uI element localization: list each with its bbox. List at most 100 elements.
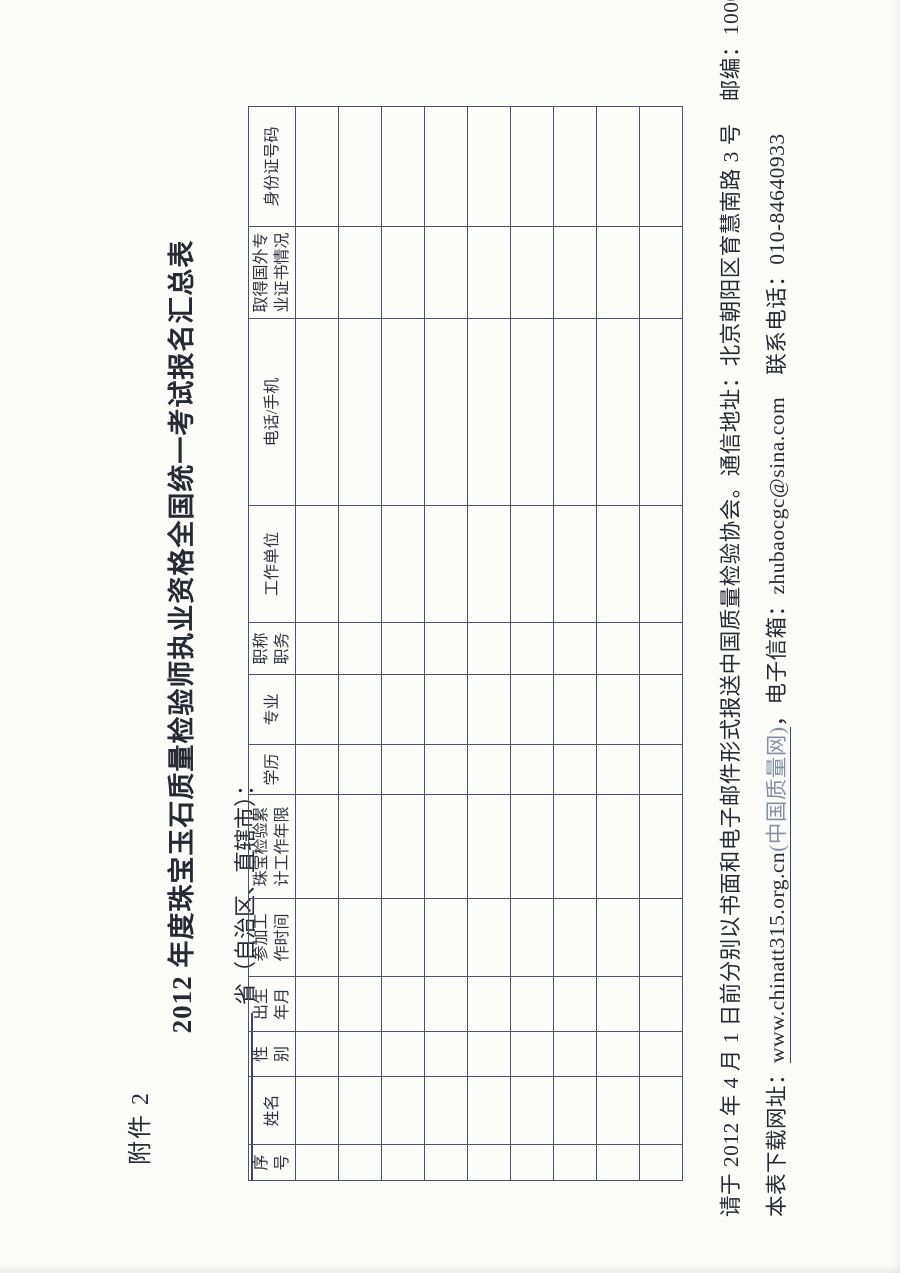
table-cell-education <box>553 744 597 795</box>
table-cell-phone-mobile <box>596 318 640 506</box>
table-cell-education <box>467 744 511 795</box>
table-cell-phone-mobile <box>381 318 425 506</box>
table-cell-work-unit <box>510 505 554 623</box>
table-cell-work-unit <box>295 505 339 623</box>
table-row <box>381 106 425 1181</box>
table-cell-gender <box>338 1031 382 1077</box>
table-cell-work-start-time <box>467 898 511 977</box>
table-cell-id-number <box>510 106 554 227</box>
table-cell-major <box>338 674 382 745</box>
table-cell-work-unit <box>381 505 425 623</box>
column-header-phone-mobile: 电话/手机 <box>248 318 296 506</box>
note-text-segment: ，电子信箱： <box>765 594 789 727</box>
table-cell-serial-number <box>338 1144 382 1181</box>
column-header-major: 专业 <box>248 674 296 745</box>
table-header-row: 序号姓名性别出生 年月 参加工 作时间 珠宝检验累 计工作年限 学历 专业 职称 职务 工作单位 电话… <box>248 106 296 1181</box>
table-cell-education <box>424 744 468 795</box>
table-cell-title-position <box>510 622 554 675</box>
column-header-serial-number: 序号 <box>248 1144 296 1181</box>
table-cell-id-number <box>596 106 640 227</box>
table-cell-work-start-time <box>381 898 425 977</box>
table-cell-name <box>639 1076 683 1145</box>
table-cell-jewelry-inspect-years <box>381 794 425 899</box>
table-cell-birth-date <box>424 976 468 1032</box>
note-download-contact-line: 本表下载网址：www.chinatt315.org.cn(中国质量网)，电子信箱… <box>762 57 792 1217</box>
table-cell-gender <box>639 1031 683 1077</box>
table-cell-id-number <box>467 106 511 227</box>
table-cell-major <box>639 674 683 745</box>
column-header-foreign-certificate: 取得国外专 业证书情况 <box>248 226 296 319</box>
table-cell-name <box>381 1076 425 1145</box>
table-row <box>553 106 597 1181</box>
table-cell-name <box>596 1076 640 1145</box>
table-cell-title-position <box>596 622 640 675</box>
table-cell-birth-date <box>639 976 683 1032</box>
column-header-title-position: 职称 职务 <box>248 622 296 675</box>
column-header-work-start-time: 参加工 作时间 <box>248 898 296 977</box>
site-name: (中国质量网) <box>765 726 791 852</box>
table-cell-serial-number <box>467 1144 511 1181</box>
table-cell-work-start-time <box>639 898 683 977</box>
download-url: www.chinatt315.org.cn <box>765 851 791 1063</box>
table-cell-work-start-time <box>510 898 554 977</box>
table-cell-foreign-certificate <box>424 226 468 319</box>
column-header-education: 学历 <box>248 744 296 795</box>
note-text-segment: zhubaocgc@sina.com <box>765 396 789 595</box>
column-header-jewelry-inspect-years: 珠宝检验累 计工作年限 <box>248 794 296 899</box>
table-cell-phone-mobile <box>295 318 339 506</box>
table-cell-work-unit <box>467 505 511 623</box>
table-cell-gender <box>467 1031 511 1077</box>
table-cell-phone-mobile <box>467 318 511 506</box>
table-cell-name <box>467 1076 511 1145</box>
table-cell-birth-date <box>338 976 382 1032</box>
table-cell-jewelry-inspect-years <box>639 794 683 899</box>
table-cell-major <box>510 674 554 745</box>
table-cell-foreign-certificate <box>639 226 683 319</box>
table-cell-phone-mobile <box>510 318 554 506</box>
table-cell-gender <box>381 1031 425 1077</box>
table-cell-birth-date <box>381 976 425 1032</box>
table-cell-gender <box>596 1031 640 1077</box>
table-cell-phone-mobile <box>553 318 597 506</box>
note-text-segment: 联系电话：010-84640933 <box>765 133 789 397</box>
table-cell-id-number <box>338 106 382 227</box>
table-cell-work-unit <box>338 505 382 623</box>
table-cell-major <box>596 674 640 745</box>
table-cell-major <box>295 674 339 745</box>
table-cell-birth-date <box>295 976 339 1032</box>
table-cell-name <box>553 1076 597 1145</box>
table-cell-birth-date <box>467 976 511 1032</box>
table-row <box>295 106 339 1181</box>
table-cell-phone-mobile <box>639 318 683 506</box>
footer-notes: 请于 2012 年 4 月 1 日前分别以书面和电子邮件形式报送中国质量检验协会… <box>716 0 808 1217</box>
table-cell-work-unit <box>639 505 683 623</box>
table-cell-title-position <box>639 622 683 675</box>
table-cell-education <box>381 744 425 795</box>
table-cell-gender <box>424 1031 468 1077</box>
table-cell-id-number <box>553 106 597 227</box>
table-cell-gender <box>510 1031 554 1077</box>
table-cell-jewelry-inspect-years <box>424 794 468 899</box>
table-cell-id-number <box>295 106 339 227</box>
table-row <box>510 106 554 1181</box>
note-submission-line: 请于 2012 年 4 月 1 日前分别以书面和电子邮件形式报送中国质量检验协会… <box>719 0 743 1217</box>
table-cell-name <box>424 1076 468 1145</box>
table-cell-major <box>381 674 425 745</box>
table-cell-work-unit <box>553 505 597 623</box>
document-title: 2012 年度珠宝玉石质量检验师执业资格全国统一考试报名汇总表 <box>167 239 197 1034</box>
column-header-name: 姓名 <box>248 1076 296 1145</box>
table-cell-birth-date <box>510 976 554 1032</box>
table-cell-foreign-certificate <box>467 226 511 319</box>
table-cell-id-number <box>424 106 468 227</box>
table-cell-jewelry-inspect-years <box>295 794 339 899</box>
table-cell-foreign-certificate <box>553 226 597 319</box>
column-header-work-unit: 工作单位 <box>248 505 296 623</box>
table-cell-name <box>295 1076 339 1145</box>
table-cell-serial-number <box>381 1144 425 1181</box>
table-cell-jewelry-inspect-years <box>596 794 640 899</box>
table-cell-phone-mobile <box>338 318 382 506</box>
table-cell-foreign-certificate <box>295 226 339 319</box>
table-cell-foreign-certificate <box>596 226 640 319</box>
